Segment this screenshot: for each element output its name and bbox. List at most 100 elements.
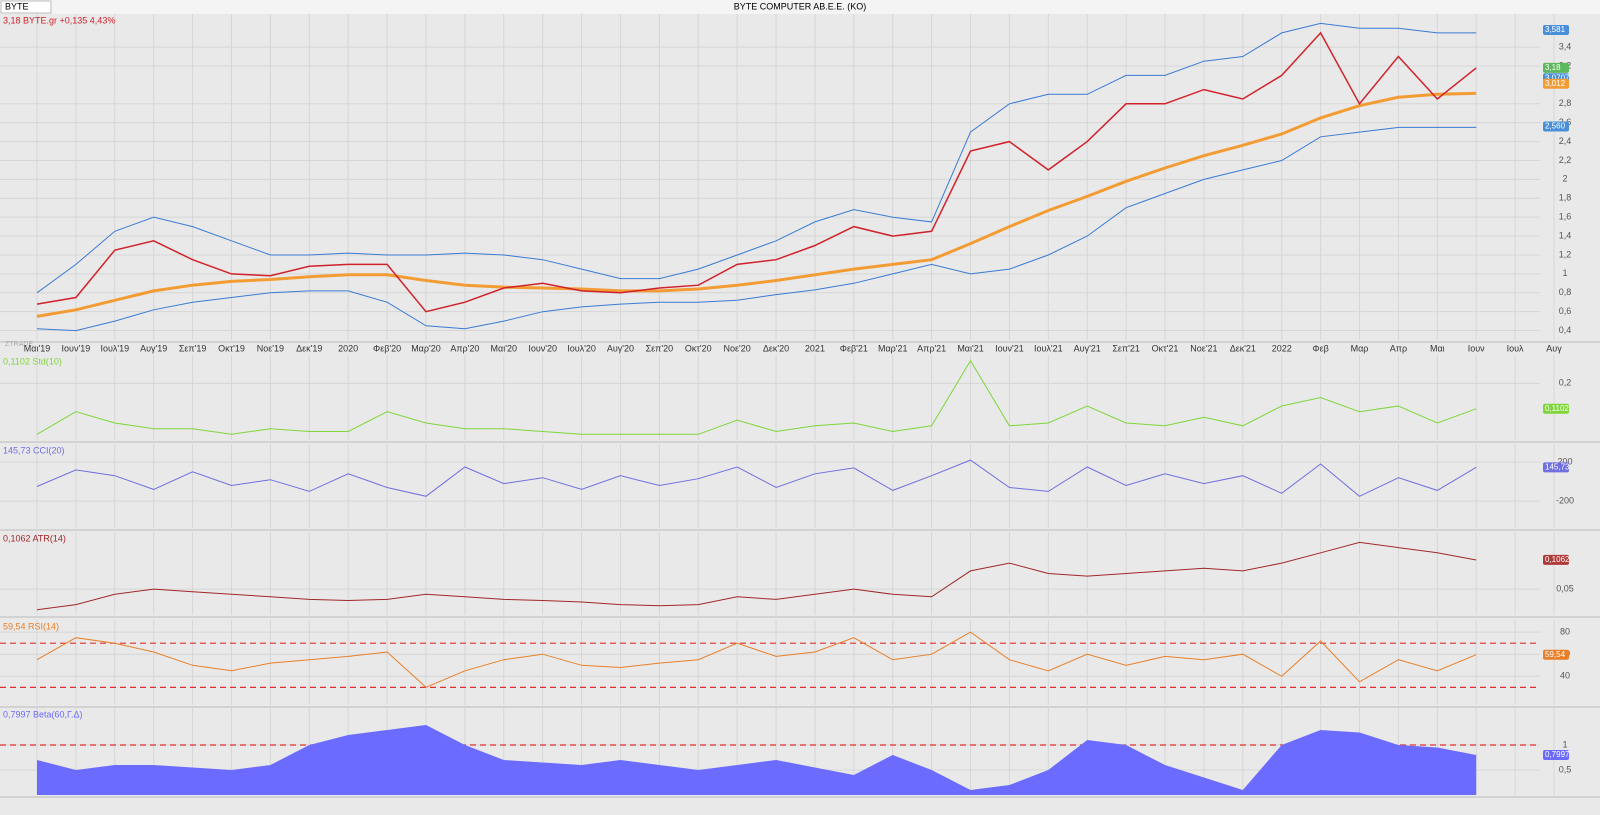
x-tick-label: Νοε'19 xyxy=(257,343,284,353)
x-tick-label: Μαρ'21 xyxy=(878,343,908,353)
y-tick-label: 1,8 xyxy=(1559,193,1572,203)
series-line xyxy=(36,459,1477,497)
panel-legend: 0,1062 ATR(14) xyxy=(3,533,66,543)
price-tag xyxy=(1543,121,1569,132)
x-tick-label: Απρ'21 xyxy=(917,343,946,353)
x-tick-label: Ιουλ'21 xyxy=(1034,343,1063,353)
area xyxy=(37,725,1477,795)
price-tag xyxy=(1543,554,1569,565)
x-tick-label: Φεβ'20 xyxy=(373,343,401,353)
y-tick-label: 0,05 xyxy=(1556,583,1574,593)
panel-legend: 145,73 CCI(20) xyxy=(3,445,65,455)
y-tick-label: 80 xyxy=(1560,627,1570,637)
x-tick-label: Οκτ'19 xyxy=(218,343,245,353)
x-tick-label: Αυγ'21 xyxy=(1074,343,1101,353)
x-tick-label: Νοε'21 xyxy=(1190,343,1217,353)
x-tick-label: Οκτ'20 xyxy=(685,343,712,353)
watermark: ZTRADE xyxy=(5,341,33,348)
x-tick-label: Ιουν'20 xyxy=(528,343,557,353)
series-line xyxy=(36,22,1477,294)
price-tag xyxy=(1543,24,1569,35)
x-tick-label: 2022 xyxy=(1272,343,1292,353)
x-tick-label: Ιουλ'19 xyxy=(100,343,129,353)
x-tick-label: Μαι'20 xyxy=(491,343,517,353)
price-tag-label: 3,0707 xyxy=(1545,73,1570,82)
y-tick-label: 2,8 xyxy=(1559,98,1572,108)
y-tick-label: 2 xyxy=(1562,174,1567,184)
x-tick-label: Σεπ'19 xyxy=(179,343,207,353)
y-tick-label: 1 xyxy=(1562,739,1567,749)
y-tick-label: 40 xyxy=(1560,671,1570,681)
panel-legend: 59,54 RSI(14) xyxy=(3,621,59,631)
series-line xyxy=(36,126,1477,332)
x-tick-label: Αυγ'20 xyxy=(607,343,634,353)
series-line xyxy=(36,359,1477,435)
series-line xyxy=(36,91,1477,318)
y-tick-label: 1,4 xyxy=(1559,230,1572,240)
x-tick-label: Δεκ'20 xyxy=(763,343,789,353)
price-tag xyxy=(1543,649,1569,660)
x-tick-label: Οκτ'21 xyxy=(1152,343,1179,353)
x-tick-label: Σεπ'21 xyxy=(1112,343,1140,353)
panel-legend: 3,18 BYTE.gr +0,135 4,43% xyxy=(3,15,115,25)
x-tick-label: Μαι'19 xyxy=(24,343,50,353)
x-tick-label: Απρ'20 xyxy=(450,343,479,353)
panel-legend: 0,1102 Std(10) xyxy=(3,356,62,366)
price-tag-label: 3,581 xyxy=(1545,25,1566,34)
price-tag-label: 145,73 xyxy=(1545,462,1570,471)
x-tick-label: Ιουλ xyxy=(1507,343,1524,353)
x-tick-label: Φεβ xyxy=(1312,343,1328,353)
x-tick-label: Ιουν'21 xyxy=(995,343,1024,353)
price-tag xyxy=(1543,62,1569,73)
y-tick-label: -200 xyxy=(1556,496,1574,506)
x-tick-label: 2020 xyxy=(338,343,358,353)
y-tick-label: 1,2 xyxy=(1559,249,1572,259)
x-tick-label: Αυγ'19 xyxy=(140,343,167,353)
y-tick-label: 2,4 xyxy=(1559,136,1572,146)
x-tick-label: Μαι'21 xyxy=(957,343,983,353)
x-tick-label: Μαι xyxy=(1430,343,1445,353)
y-tick-label: 2,2 xyxy=(1559,155,1572,165)
price-tag-label: 2,560 xyxy=(1545,122,1566,131)
x-tick-label: Απρ xyxy=(1390,343,1407,353)
x-tick-label: Ιουν'19 xyxy=(62,343,91,353)
y-tick-label: 0,6 xyxy=(1559,306,1572,316)
series-line xyxy=(36,631,1477,688)
y-tick-label: 1 xyxy=(1562,268,1567,278)
y-tick-label: 200 xyxy=(1557,456,1572,466)
y-tick-label: 3,4 xyxy=(1559,41,1572,51)
price-tag-label: 3,012 xyxy=(1545,79,1566,88)
y-tick-label: 0,8 xyxy=(1559,287,1572,297)
symbol: BYTE xyxy=(5,1,29,11)
price-tag xyxy=(1543,403,1569,414)
x-tick-label: Φεβ'21 xyxy=(840,343,868,353)
x-tick-label: Σεπ'20 xyxy=(646,343,674,353)
x-tick-label: 2021 xyxy=(805,343,825,353)
price-tag-label: 59,54 xyxy=(1545,650,1566,659)
y-tick-label: 0,2 xyxy=(1559,378,1572,388)
x-tick-label: Μαρ xyxy=(1351,343,1369,353)
price-tag-label: 0,1102 xyxy=(1545,404,1569,413)
title-bar xyxy=(0,0,1600,14)
y-tick-label: 0,4 xyxy=(1559,325,1572,335)
x-tick-label: Μαρ'20 xyxy=(411,343,441,353)
series-line xyxy=(36,31,1477,313)
series-line xyxy=(36,541,1477,611)
panel-legend: 0,7997 Beta(60,Γ.Δ) xyxy=(3,709,83,719)
price-tag-label: 3,18 xyxy=(1545,63,1561,72)
y-tick-label: 0,5 xyxy=(1559,764,1572,774)
price-tag xyxy=(1543,750,1569,761)
y-tick-label: 1,6 xyxy=(1559,212,1572,222)
price-tag-label: 0,1062 xyxy=(1545,555,1570,564)
x-tick-label: Νοε'20 xyxy=(724,343,751,353)
window-title: BYTE COMPUTER AB.E.E. (KO) xyxy=(734,1,867,11)
x-tick-label: Αυγ xyxy=(1546,343,1562,353)
x-tick-label: Ιουν xyxy=(1468,343,1485,353)
symbol-box[interactable] xyxy=(0,0,52,14)
price-tag-label: 0,7997 xyxy=(1545,750,1570,759)
x-tick-label: Ιουλ'20 xyxy=(567,343,596,353)
x-tick-label: Δεκ'21 xyxy=(1230,343,1256,353)
price-tag xyxy=(1543,78,1569,89)
price-tag xyxy=(1543,462,1569,473)
